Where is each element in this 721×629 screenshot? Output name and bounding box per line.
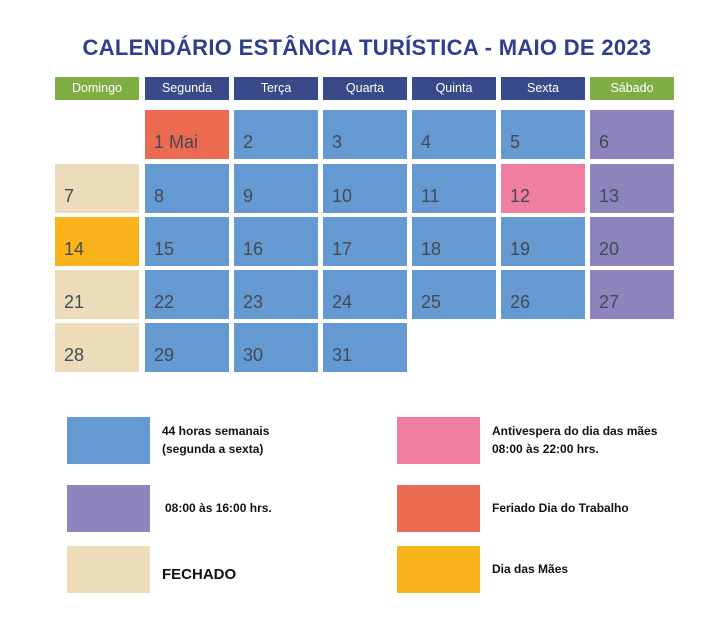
day-cell: 3: [323, 110, 407, 159]
weekday-header-sábado: Sábado: [590, 77, 674, 100]
day-number: 9: [243, 186, 254, 206]
weekday-header-quinta: Quinta: [412, 77, 496, 100]
day-cell: 2: [234, 110, 318, 159]
legend-label: 08:00 às 16:00 hrs.: [165, 501, 272, 515]
legend-swatch-blue: [67, 417, 150, 464]
day-number: 10: [332, 186, 353, 206]
day-number: 8: [154, 186, 165, 206]
day-number: 20: [599, 239, 620, 259]
day-number: 1 Mai: [154, 132, 199, 152]
day-number: 4: [421, 132, 432, 152]
day-cell: 16: [234, 217, 318, 266]
day-cell: 4: [412, 110, 496, 159]
day-cell: 11: [412, 164, 496, 213]
day-cell: 28: [55, 323, 139, 372]
day-cell: 5: [501, 110, 585, 159]
day-cell: 21: [55, 270, 139, 319]
day-cell: 15: [145, 217, 229, 266]
day-cell: 18: [412, 217, 496, 266]
day-cell: 25: [412, 270, 496, 319]
day-number: 2: [243, 132, 254, 152]
day-cell: 29: [145, 323, 229, 372]
day-number: 22: [154, 292, 175, 312]
day-cell: 22: [145, 270, 229, 319]
day-cell: 7: [55, 164, 139, 213]
weekday-header-quarta: Quarta: [323, 77, 407, 100]
legend-label: 44 horas semanais (segunda a sexta): [162, 424, 270, 456]
page-title: CALENDÁRIO ESTÂNCIA TURÍSTICA - MAIO DE …: [82, 35, 652, 60]
day-number: 21: [64, 292, 85, 312]
day-number: 16: [243, 239, 264, 259]
day-number: 25: [421, 292, 442, 312]
day-cell: 12: [501, 164, 585, 213]
day-number: 19: [510, 239, 531, 259]
day-number: 12: [510, 186, 531, 206]
day-cell: 27: [590, 270, 674, 319]
day-number: 31: [332, 345, 353, 365]
day-number: 24: [332, 292, 353, 312]
day-cell: 17: [323, 217, 407, 266]
day-cell: 19: [501, 217, 585, 266]
day-number: 6: [599, 132, 610, 152]
legend-label: Dia das Mães: [492, 562, 569, 576]
day-cell: 26: [501, 270, 585, 319]
day-cell: 31: [323, 323, 407, 372]
day-number: 5: [510, 132, 521, 152]
day-cell: 13: [590, 164, 674, 213]
weekday-header-terça: Terça: [234, 77, 318, 100]
day-number: 7: [64, 186, 75, 206]
day-number: 11: [421, 186, 440, 206]
day-number: 18: [421, 239, 442, 259]
day-cell: 20: [590, 217, 674, 266]
day-cell: 24: [323, 270, 407, 319]
legend-label: Antivespera do dia das mães 08:00 às 22:0…: [492, 424, 658, 456]
legend-swatch-beige: [67, 546, 150, 593]
day-cell: 30: [234, 323, 318, 372]
day-number: 26: [510, 292, 531, 312]
day-cell: 8: [145, 164, 229, 213]
day-cell: 23: [234, 270, 318, 319]
day-number: 13: [599, 186, 620, 206]
legend-swatch-purple: [67, 485, 150, 532]
legend-swatch-yellow: [397, 546, 480, 593]
day-cell: 9: [234, 164, 318, 213]
legend-swatch-pink: [397, 417, 480, 464]
weekday-header-sexta: Sexta: [501, 77, 585, 100]
day-number: 27: [599, 292, 620, 312]
legend-label: Feriado Dia do Trabalho: [492, 501, 629, 515]
day-number: 14: [64, 239, 85, 259]
day-number: 28: [64, 345, 85, 365]
day-cell: 14: [55, 217, 139, 266]
day-number: 29: [154, 345, 175, 365]
weekday-header-domingo: Domingo: [55, 77, 139, 100]
legend-label: FECHADO: [162, 566, 237, 583]
day-cell: 6: [590, 110, 674, 159]
day-number: 15: [154, 239, 175, 259]
day-cell: 1 Mai: [145, 110, 229, 159]
day-number: 23: [243, 292, 264, 312]
day-cell: 10: [323, 164, 407, 213]
day-number: 17: [332, 239, 353, 259]
legend-swatch-red: [397, 485, 480, 532]
day-number: 30: [243, 345, 264, 365]
weekday-header-segunda: Segunda: [145, 77, 229, 100]
day-number: 3: [332, 132, 343, 152]
